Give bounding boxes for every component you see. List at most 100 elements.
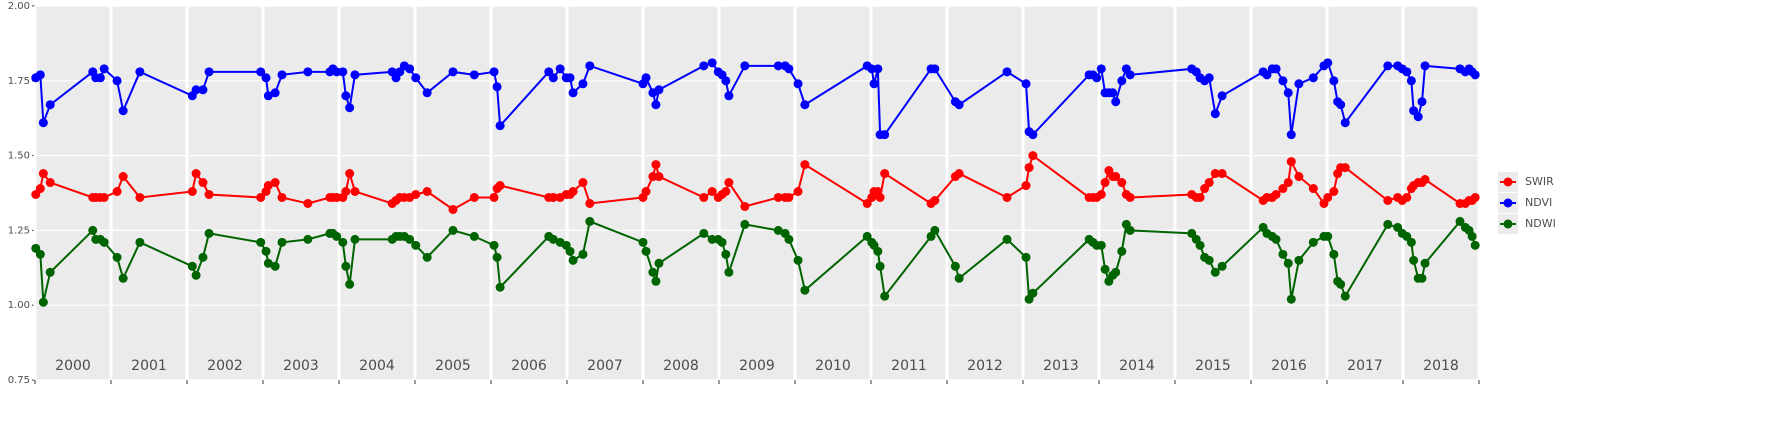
series-point — [277, 237, 287, 247]
series-point — [350, 187, 360, 197]
series-point — [1406, 237, 1416, 247]
series-point — [773, 61, 783, 71]
year-label: 2002 — [207, 358, 243, 374]
series-point — [405, 234, 415, 244]
y-tick-label: 1.50 — [8, 151, 30, 162]
series-point — [1096, 240, 1106, 250]
series-point — [784, 234, 794, 244]
series-point — [1420, 61, 1430, 71]
series-point — [1117, 246, 1127, 256]
series-point — [784, 64, 794, 74]
legend-label: SWIR — [1525, 175, 1554, 188]
series-point — [135, 67, 145, 77]
series-point — [1028, 130, 1038, 140]
series-point — [1283, 258, 1293, 268]
series-point — [930, 195, 940, 205]
series-point — [489, 240, 499, 250]
series-point — [1210, 169, 1220, 179]
series-point — [204, 189, 214, 199]
series-point — [411, 240, 421, 250]
series-point — [1308, 237, 1318, 247]
series-point — [277, 192, 287, 202]
series-point — [1278, 249, 1288, 259]
series-point — [1283, 88, 1293, 98]
series-point — [568, 187, 578, 197]
series-point — [717, 237, 727, 247]
series-point — [99, 64, 109, 74]
series-point — [1195, 192, 1205, 202]
series-point — [191, 85, 201, 95]
series-point — [261, 246, 271, 256]
series-point — [699, 192, 709, 202]
series-point — [256, 192, 266, 202]
series-point — [1323, 231, 1333, 241]
series-point — [187, 261, 197, 271]
y-tick-label: 1.75 — [8, 76, 30, 87]
series-point — [345, 169, 355, 179]
series-point — [1417, 97, 1427, 107]
series-point — [1108, 88, 1118, 98]
series-point — [707, 58, 717, 68]
series-point — [1383, 195, 1393, 205]
series-point — [565, 73, 575, 83]
series-point — [1417, 273, 1427, 283]
series-point — [35, 184, 45, 194]
series-point — [1470, 240, 1480, 250]
series-point — [1286, 294, 1296, 304]
series-point — [1217, 261, 1227, 271]
series-point — [1294, 255, 1304, 265]
y-tick-label: 1.00 — [8, 300, 30, 311]
year-label: 2001 — [131, 358, 167, 374]
series-point — [875, 192, 885, 202]
series-point — [585, 216, 595, 226]
series-point — [800, 160, 810, 170]
series-point — [1210, 109, 1220, 119]
series-point — [773, 192, 783, 202]
series-point — [1204, 178, 1214, 188]
series-point — [198, 85, 208, 95]
series-point — [773, 225, 783, 235]
series-point — [35, 70, 45, 80]
series-point — [1340, 291, 1350, 301]
series-point — [495, 282, 505, 292]
series-point — [1271, 189, 1281, 199]
series-point — [1117, 76, 1127, 86]
series-point — [724, 91, 734, 101]
series-point — [469, 192, 479, 202]
year-label: 2010 — [815, 358, 851, 374]
series-point — [954, 169, 964, 179]
series-point — [1096, 189, 1106, 199]
series-point — [1278, 76, 1288, 86]
series-point — [1262, 70, 1272, 80]
series-point — [495, 181, 505, 191]
series-point — [1323, 192, 1333, 202]
series-point — [405, 64, 415, 74]
series-point — [721, 76, 731, 86]
series-point — [1217, 91, 1227, 101]
series-point — [1455, 216, 1465, 226]
series-point — [263, 258, 273, 268]
series-point — [1286, 157, 1296, 167]
series-point — [793, 79, 803, 89]
series-point — [954, 273, 964, 283]
series-point — [641, 73, 651, 83]
series-point — [303, 234, 313, 244]
series-point — [422, 252, 432, 262]
series-point — [204, 67, 214, 77]
series-point — [930, 225, 940, 235]
series-point — [338, 67, 348, 77]
series-point — [411, 73, 421, 83]
series-point — [950, 261, 960, 271]
series-point — [350, 70, 360, 80]
series-point — [118, 172, 128, 182]
year-label: 2011 — [891, 358, 927, 374]
series-point — [45, 267, 55, 277]
series-point — [191, 270, 201, 280]
series-point — [800, 100, 810, 110]
series-point — [1286, 130, 1296, 140]
series-point — [651, 100, 661, 110]
series-point — [1125, 70, 1135, 80]
series-point — [784, 192, 794, 202]
series-point — [800, 285, 810, 295]
